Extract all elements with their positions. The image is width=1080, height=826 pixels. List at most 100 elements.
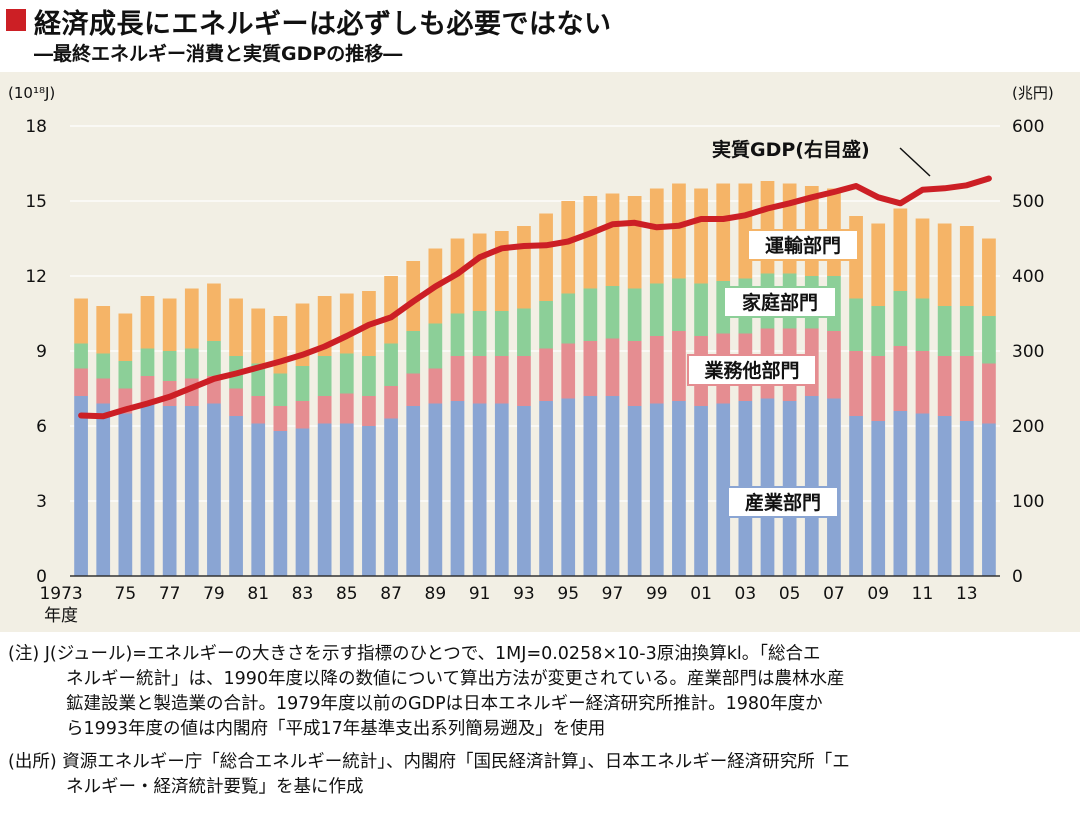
bar-industry-1979: [207, 403, 221, 576]
bar-industry-1991: [472, 403, 487, 576]
y-tick-label-3: 9: [36, 342, 47, 362]
y2-tick-label-1: 100: [1012, 492, 1044, 512]
bar-business-2000: [672, 331, 686, 401]
bar-household-2011: [915, 298, 930, 351]
bar-business-1986: [362, 396, 376, 426]
bar-industry-1981: [251, 423, 266, 576]
bar-transport-1980: [229, 298, 243, 356]
bar-household-1996: [583, 288, 598, 341]
bar-industry-1998: [627, 406, 642, 576]
bar-industry-1978: [184, 406, 199, 576]
bar-household-2008: [849, 298, 863, 351]
bar-transport-1992: [494, 231, 509, 311]
bar-business-1983: [295, 401, 310, 429]
bar-business-1989: [428, 368, 443, 404]
x-tick-label-12: 97: [602, 584, 624, 604]
bar-business-2013: [959, 356, 974, 421]
bar-household-1989: [428, 323, 443, 369]
chart-title: 経済成長にエネルギーは必ずしも必要ではない: [34, 9, 612, 40]
bar-business-1982: [273, 406, 288, 431]
bar-business-2009: [871, 356, 886, 421]
bar-household-1983: [295, 366, 310, 401]
bar-transport-1981: [251, 308, 266, 364]
bar-household-1999: [649, 283, 664, 336]
bar-industry-1986: [362, 426, 376, 576]
bar-business-1994: [539, 348, 553, 401]
gdp-line: [78, 175, 992, 420]
x-tick-label-20: 13: [956, 584, 978, 604]
y2-tick-label-0: 0: [1012, 567, 1023, 587]
note-line-2: ネルギー統計」は、1990年度以降の数値について算出方法が変更されている。産業部…: [66, 669, 845, 689]
bar-industry-2000: [672, 401, 686, 576]
bar-industry-1985: [339, 423, 354, 576]
y-tick-label-2: 6: [36, 417, 47, 437]
bar-industry-2008: [849, 416, 863, 576]
x-tick-label-4: 81: [247, 584, 269, 604]
bar-household-1978: [184, 348, 199, 379]
bar-business-1974: [96, 378, 111, 404]
x-tick-label-5: 83: [292, 584, 314, 604]
bar-household-1985: [339, 353, 354, 394]
label-industry-text: 産業部門: [745, 491, 821, 514]
label-business-box: [687, 354, 817, 386]
bar-household-1987: [384, 343, 398, 386]
bar-industry-1982: [273, 431, 288, 576]
bar-business-1998: [627, 341, 642, 406]
bar-industry-1975: [118, 413, 133, 576]
y-tick-label-5: 15: [25, 192, 47, 212]
x-tick-label-7: 87: [380, 584, 402, 604]
bar-business-1987: [384, 386, 398, 419]
y2-tick-label-3: 300: [1012, 342, 1044, 362]
bar-industry-1977: [162, 406, 177, 576]
label-household-box: [723, 286, 837, 318]
bar-business-1999: [649, 336, 664, 404]
bar-household-1990: [450, 313, 465, 356]
bar-transport-1974: [96, 306, 111, 354]
bar-transport-1998: [627, 196, 642, 289]
bar-business-2012: [937, 356, 952, 416]
bar-transport-1975: [118, 313, 133, 361]
bar-industry-2002: [716, 403, 731, 576]
label-transport-text: 運輸部門: [765, 234, 841, 257]
x-tick-label-9: 91: [469, 584, 491, 604]
label-business: 業務他部門: [687, 354, 817, 386]
bar-business-1976: [140, 376, 155, 404]
bar-business-1981: [251, 396, 266, 424]
x-tick-label-11: 95: [557, 584, 579, 604]
bar-business-1988: [406, 373, 421, 406]
y-tick-label-4: 12: [25, 267, 47, 287]
x-tick-label-10: 93: [513, 584, 535, 604]
bar-household-1997: [605, 286, 620, 339]
notes-section: (注) J(ジュール)=エネルギーの大きさを示す指標のひとつで、1MJ=0.02…: [0, 632, 1080, 826]
x-tick-label-3: 79: [203, 584, 225, 604]
bar-transport-1995: [561, 201, 576, 294]
bar-household-2010: [893, 291, 908, 346]
y-tick-label-6: 18: [25, 117, 47, 137]
bar-business-2008: [849, 351, 863, 416]
bar-business-1993: [517, 356, 531, 406]
x-tick-label-19: 11: [912, 584, 934, 604]
label-household-text: 家庭部門: [742, 291, 818, 314]
bar-transport-1985: [339, 293, 354, 354]
bar-transport-1999: [649, 188, 664, 284]
bar-industry-2012: [937, 416, 952, 576]
bar-transport-1976: [140, 296, 155, 349]
bar-industry-2014: [982, 423, 996, 576]
bar-business-2011: [915, 351, 930, 414]
bar-business-1997: [605, 338, 620, 396]
x-tick-label-16: 05: [779, 584, 801, 604]
bar-transport-2010: [893, 208, 908, 291]
bar-transport-1973: [74, 298, 88, 344]
stacked-bars: [74, 181, 996, 576]
gdp-line-layer: [78, 175, 992, 420]
bar-household-2012: [937, 306, 952, 356]
y-tick-label-1: 3: [36, 492, 47, 512]
bar-industry-1983: [295, 428, 310, 576]
label-household: 家庭部門: [723, 286, 837, 318]
bar-business-1991: [472, 356, 487, 404]
bar-household-1982: [273, 373, 288, 406]
x-tick-label-2: 77: [159, 584, 181, 604]
bar-industry-1997: [605, 396, 620, 576]
bar-business-1992: [494, 356, 509, 404]
